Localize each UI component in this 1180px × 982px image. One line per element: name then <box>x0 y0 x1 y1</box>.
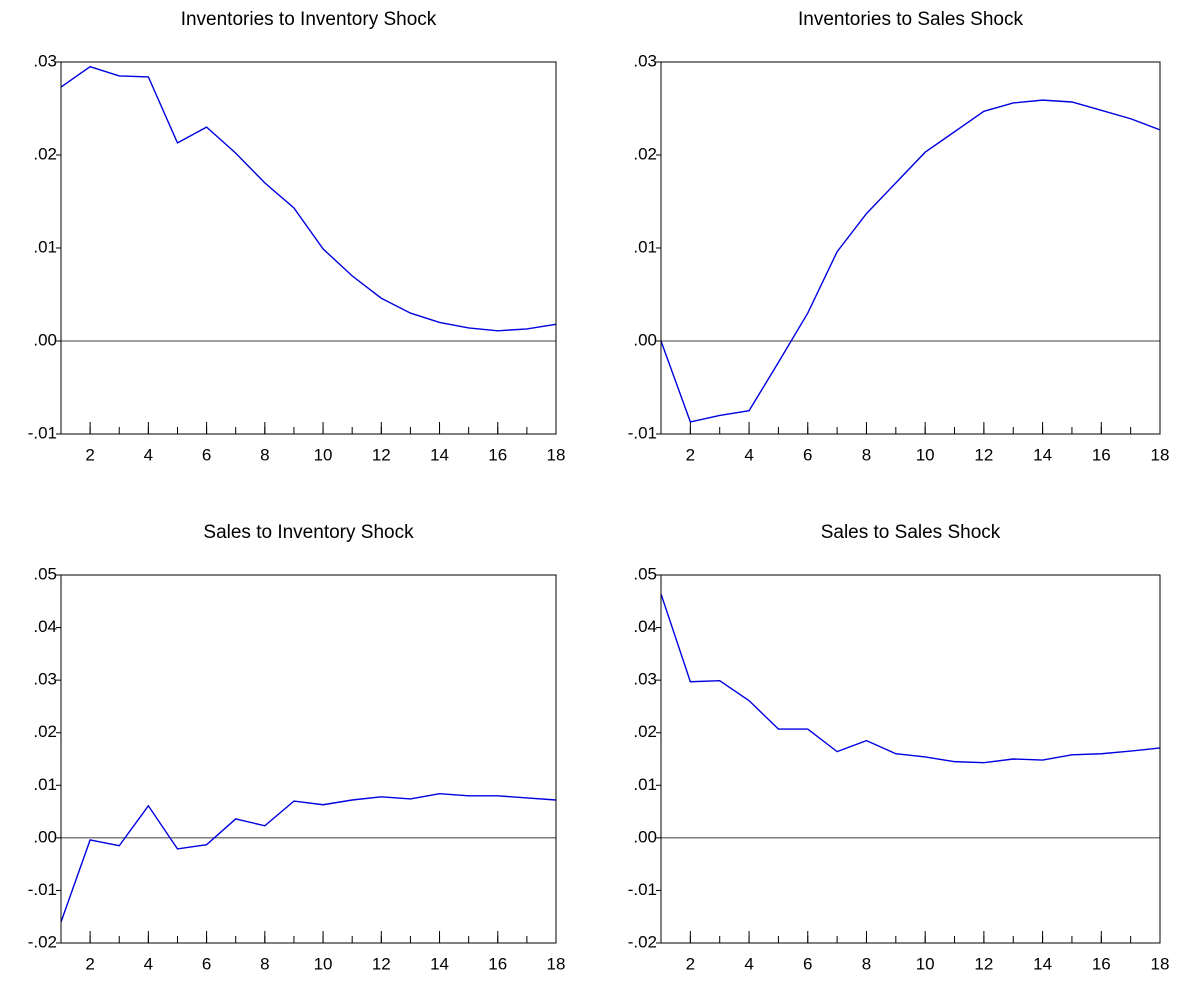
x-tick-label: 10 <box>916 445 935 464</box>
x-tick-label: 4 <box>144 954 153 973</box>
x-tick-label: 18 <box>547 445 566 464</box>
plot-frame <box>60 574 557 944</box>
y-tick-label: .03 <box>33 670 57 689</box>
x-tick-label: 14 <box>1033 445 1052 464</box>
x-tick-label: 18 <box>1151 954 1170 973</box>
x-tick-label: 18 <box>1151 445 1170 464</box>
y-tick-label: -.01 <box>28 423 57 442</box>
y-tick-label: .01 <box>633 237 657 256</box>
x-tick-label: 8 <box>260 445 269 464</box>
x-tick-label: 18 <box>547 954 566 973</box>
x-tick-label: 16 <box>1092 445 1111 464</box>
x-tick-label: 10 <box>314 445 333 464</box>
y-tick-label: .00 <box>33 827 57 846</box>
x-tick-label: 14 <box>430 445 449 464</box>
line-series <box>60 792 557 923</box>
x-tick-label: 16 <box>488 445 507 464</box>
x-tick-label: 4 <box>744 954 753 973</box>
y-tick-label: .00 <box>633 330 657 349</box>
y-tick-label: .03 <box>33 51 57 70</box>
y-tick-label: -.02 <box>628 932 657 951</box>
y-tick-label: .02 <box>33 722 57 741</box>
x-tick-label: 10 <box>314 954 333 973</box>
y-tick-label: .02 <box>633 144 657 163</box>
x-tick-label: 12 <box>974 445 993 464</box>
y-tick-label: .03 <box>633 51 657 70</box>
x-tick-label: 8 <box>862 445 871 464</box>
chart-title: Sales to Sales Shock <box>821 522 1001 543</box>
x-tick-label: 2 <box>686 954 695 973</box>
plot-frame <box>60 61 557 435</box>
x-tick-label: 2 <box>85 954 94 973</box>
x-tick-label: 2 <box>85 445 94 464</box>
y-tick-label: .02 <box>33 144 57 163</box>
y-tick-label: .00 <box>633 827 657 846</box>
x-tick-label: 12 <box>372 445 391 464</box>
y-tick-label: -.02 <box>28 932 57 951</box>
x-tick-label: 2 <box>686 445 695 464</box>
x-tick-label: 8 <box>862 954 871 973</box>
y-tick-label: -.01 <box>628 423 657 442</box>
x-tick-label: 6 <box>202 445 211 464</box>
chart-title: Inventories to Inventory Shock <box>181 9 437 30</box>
chart-title: Sales to Inventory Shock <box>203 522 414 543</box>
y-tick-label: -.01 <box>28 880 57 899</box>
x-tick-label: 14 <box>430 954 449 973</box>
y-tick-label: .00 <box>33 330 57 349</box>
x-tick-label: 16 <box>488 954 507 973</box>
x-tick-label: 6 <box>803 954 812 973</box>
y-tick-label: .03 <box>633 670 657 689</box>
y-tick-label: .01 <box>633 775 657 794</box>
plot-frame <box>660 61 1161 435</box>
chart-title: Inventories to Sales Shock <box>798 9 1023 30</box>
line-series <box>660 99 1161 423</box>
line-series <box>60 65 557 332</box>
y-tick-label: .05 <box>33 564 57 583</box>
y-tick-label: .01 <box>33 775 57 794</box>
x-tick-label: 8 <box>260 954 269 973</box>
y-tick-label: .01 <box>33 237 57 256</box>
y-tick-label: .02 <box>633 722 657 741</box>
x-tick-label: 10 <box>916 954 935 973</box>
x-tick-label: 14 <box>1033 954 1052 973</box>
plot-frame <box>660 574 1161 944</box>
x-tick-label: 16 <box>1092 954 1111 973</box>
line-series <box>660 593 1161 764</box>
x-tick-label: 4 <box>144 445 153 464</box>
x-tick-label: 6 <box>202 954 211 973</box>
y-tick-label: .04 <box>633 617 657 636</box>
y-tick-label: .05 <box>633 564 657 583</box>
x-tick-label: 4 <box>744 445 753 464</box>
x-tick-label: 12 <box>974 954 993 973</box>
x-tick-label: 12 <box>372 954 391 973</box>
y-tick-label: -.01 <box>628 880 657 899</box>
y-tick-label: .04 <box>33 617 57 636</box>
x-tick-label: 6 <box>803 445 812 464</box>
